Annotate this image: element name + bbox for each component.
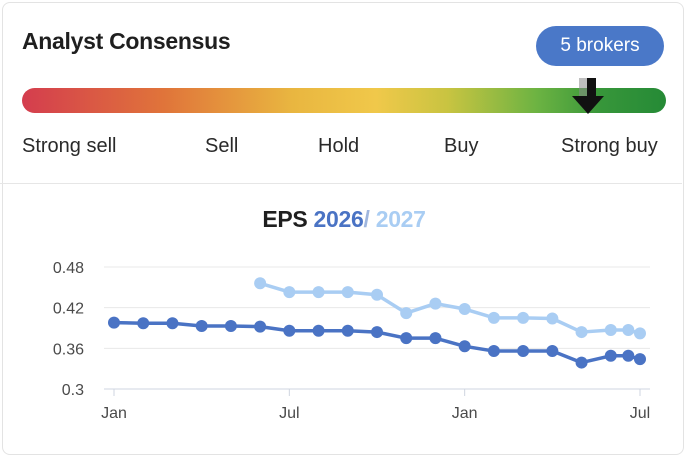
scale-label-sell: Sell <box>205 135 239 157</box>
data-point-2026 <box>341 324 354 337</box>
data-point-2026 <box>400 332 413 345</box>
brokers-badge[interactable]: 5 brokers <box>536 26 664 66</box>
data-point-2027 <box>575 326 588 339</box>
data-point-2027 <box>487 311 500 324</box>
y-tick-label: 0.42 <box>53 301 84 318</box>
section-divider <box>0 183 682 184</box>
data-point-2027 <box>458 303 471 316</box>
scale-label-hold: Hold <box>318 135 360 157</box>
x-tick-label: Jul <box>279 405 299 422</box>
data-point-2026 <box>575 356 588 369</box>
data-point-2026 <box>604 349 617 362</box>
scale-label-buy: Buy <box>444 135 479 157</box>
x-tick-label: Jul <box>630 405 650 422</box>
y-tick-label: 0.48 <box>53 260 84 277</box>
data-point-2027 <box>341 286 354 299</box>
data-point-2026 <box>458 340 471 353</box>
data-point-2026 <box>195 319 208 332</box>
data-point-2026 <box>108 316 120 329</box>
data-point-2027 <box>622 324 635 337</box>
data-point-2026 <box>546 345 559 358</box>
eps-year-2026-legend[interactable]: 2026 <box>313 206 364 232</box>
x-tick-label: Jan <box>101 405 127 422</box>
eps-chart-title: EPS 2026/ 2027 <box>0 206 688 233</box>
data-point-2026 <box>312 324 325 337</box>
data-point-2027 <box>517 311 530 324</box>
data-point-2027 <box>546 312 559 325</box>
data-point-2027 <box>604 324 617 337</box>
data-point-2026 <box>137 317 150 330</box>
data-point-2027 <box>371 288 383 301</box>
data-point-2026 <box>371 326 383 339</box>
down-arrow-icon <box>572 78 604 114</box>
analyst-consensus-card <box>2 2 684 455</box>
data-point-2027 <box>400 307 413 320</box>
data-point-2026 <box>224 319 237 332</box>
eps-year-2027-legend[interactable]: 2027 <box>375 206 426 232</box>
x-tick-label: Jan <box>452 405 478 422</box>
y-tick-label: 0.36 <box>53 341 84 358</box>
data-point-2026 <box>517 345 530 358</box>
data-point-2027 <box>254 277 267 290</box>
data-point-2026 <box>283 324 296 337</box>
eps-title-word: EPS <box>262 206 308 232</box>
data-point-2026 <box>622 349 635 362</box>
data-point-2027 <box>429 297 442 310</box>
data-point-2027 <box>283 286 296 299</box>
scale-label-strong-sell: Strong sell <box>22 135 117 157</box>
data-point-2027 <box>312 286 325 299</box>
data-point-2027 <box>634 327 646 340</box>
data-point-2026 <box>429 332 442 345</box>
data-point-2026 <box>487 345 500 358</box>
data-point-2026 <box>634 353 646 366</box>
data-point-2026 <box>166 317 179 330</box>
eps-title-separator: / <box>363 206 370 232</box>
scale-label-strong-buy: Strong buy <box>561 135 658 157</box>
consensus-gradient-bar <box>22 88 666 113</box>
card-title: Analyst Consensus <box>22 28 231 54</box>
y-tick-label: 0.3 <box>62 382 84 399</box>
data-point-2026 <box>254 320 267 333</box>
